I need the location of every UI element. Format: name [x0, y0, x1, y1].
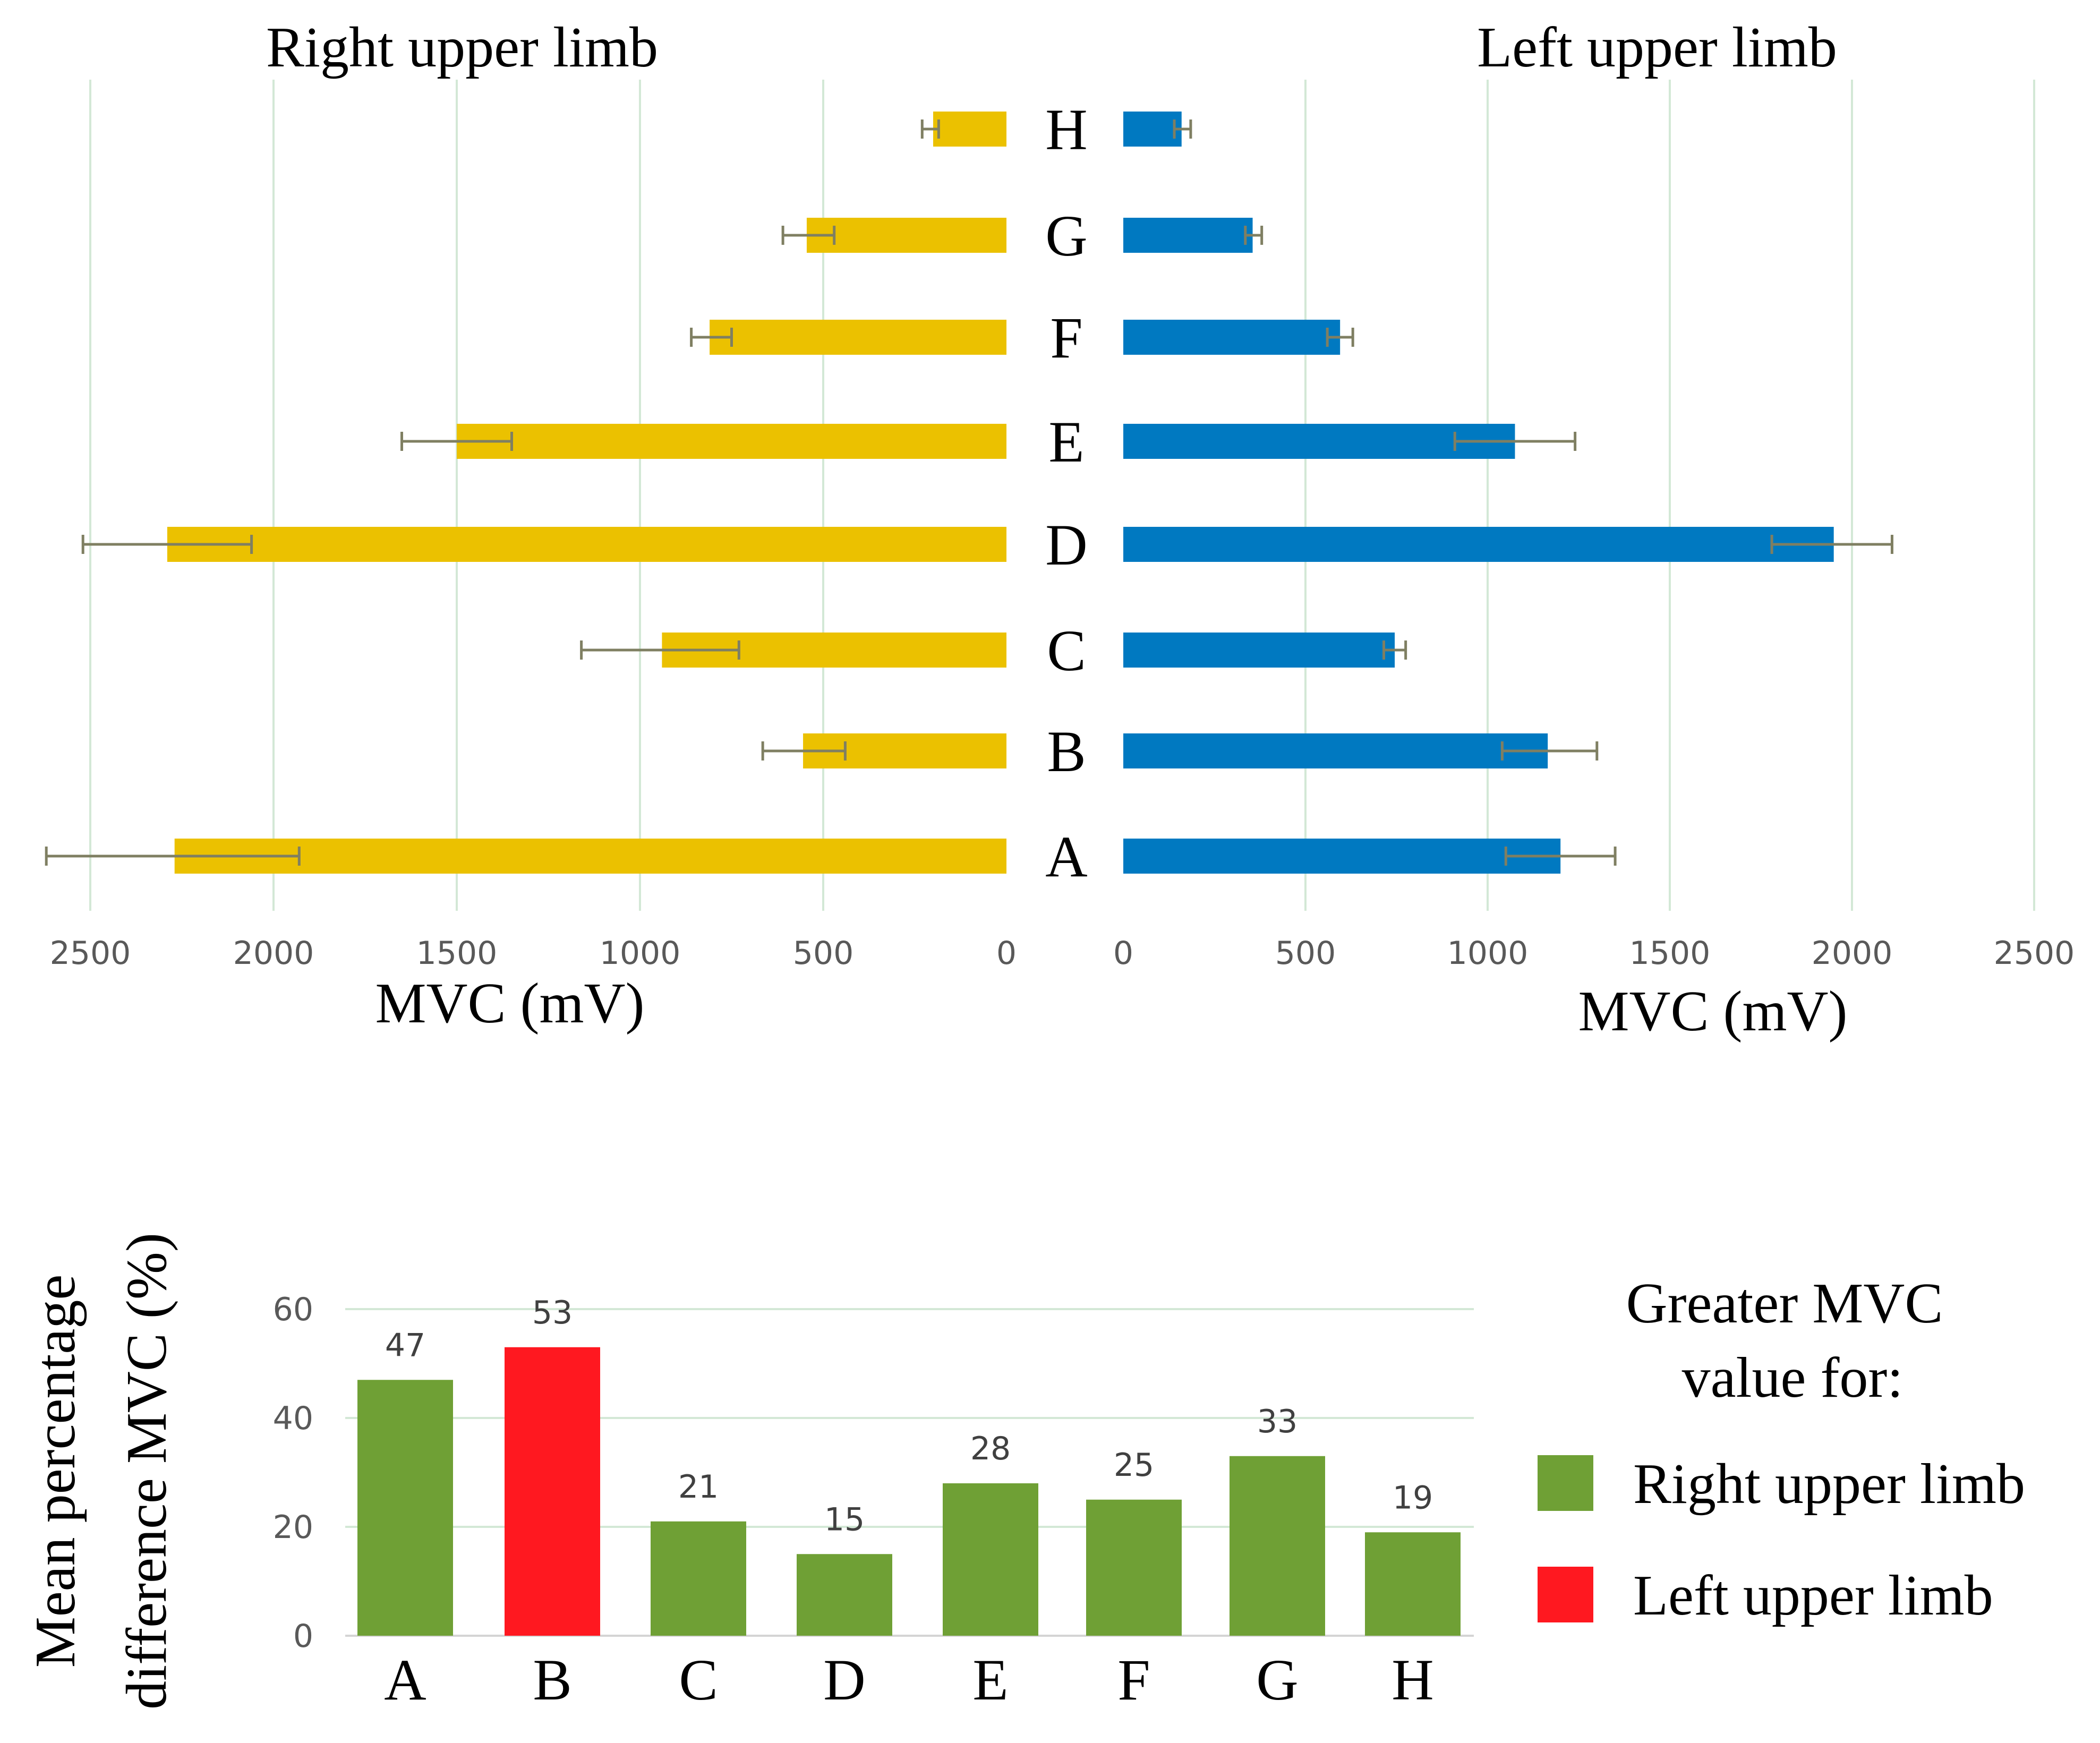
- left-bar-A: [1123, 839, 1561, 874]
- left-bar-E: [1123, 424, 1515, 459]
- right-x-axis-label: MVC (mV): [375, 972, 645, 1035]
- diff-category-label-A: A: [384, 1647, 426, 1712]
- legend-title-line2: value for:: [1682, 1346, 1903, 1409]
- left-x-axis-label: MVC (mV): [1578, 980, 1848, 1043]
- category-label-E: E: [1048, 409, 1084, 474]
- diff-data-label-D: 15: [824, 1501, 865, 1538]
- right-bar-E: [457, 424, 1006, 459]
- left-tick-label-2500: 2500: [1994, 935, 2075, 972]
- left-bar-B: [1123, 733, 1548, 768]
- diff-category-label-D: D: [823, 1647, 865, 1712]
- diff-y-axis-label-line1: Mean percentage: [24, 1275, 87, 1668]
- legend-title-line1: Greater MVC: [1626, 1272, 1943, 1335]
- percentage-difference-panel: 0 20 40 60 47 A 53 B 21 C 15 D 28 E 25 F 33 G 19 H Mean perc…: [24, 1233, 1474, 1712]
- diff-bar-B: [505, 1347, 600, 1636]
- diff-data-label-G: 33: [1257, 1403, 1297, 1440]
- right-tick-label-2000: 2000: [233, 935, 314, 972]
- category-label-D: D: [1045, 512, 1087, 577]
- diff-data-label-E: 28: [970, 1430, 1011, 1467]
- diff-tick-label-60: 60: [273, 1291, 313, 1328]
- diff-bar-C: [651, 1521, 746, 1636]
- left-bar-C: [1123, 633, 1395, 668]
- diff-bar-A: [357, 1380, 453, 1636]
- right-tick-label-2500: 2500: [50, 935, 131, 972]
- diff-tick-label-40: 40: [273, 1400, 313, 1437]
- left-tick-label-1500: 1500: [1629, 935, 1711, 972]
- category-label-H: H: [1045, 97, 1087, 162]
- diff-y-axis-label-line2: difference MVC (%): [115, 1233, 178, 1710]
- right-limb-panel: 2500 2000 1500 1000 500 0 Right upper limb MVC …: [45, 16, 1017, 1035]
- left-bar-H: [1123, 112, 1182, 147]
- left-limb-panel: 0 500 1000 1500 2000 2500 Left upper limb MVC (…: [1113, 16, 2075, 1043]
- legend-swatch-left-upper-limb: [1538, 1567, 1593, 1622]
- diff-category-label-H: H: [1392, 1647, 1433, 1712]
- right-tick-label-1500: 1500: [416, 935, 498, 972]
- legend-swatch-right-upper-limb: [1538, 1455, 1593, 1511]
- right-bar-A: [174, 839, 1007, 874]
- right-bar-F: [710, 320, 1006, 355]
- diff-tick-label-20: 20: [273, 1509, 313, 1546]
- left-tick-label-2000: 2000: [1812, 935, 1893, 972]
- right-bar-G: [806, 218, 1006, 253]
- diff-data-label-A: 47: [385, 1327, 425, 1364]
- left-tick-label-500: 500: [1275, 935, 1336, 972]
- diff-category-label-E: E: [972, 1647, 1008, 1712]
- diff-bar-E: [943, 1483, 1038, 1636]
- left-tick-label-1000: 1000: [1447, 935, 1529, 972]
- diff-category-label-F: F: [1117, 1647, 1150, 1712]
- left-bar-F: [1123, 320, 1341, 355]
- legend-label-right-upper-limb: Right upper limb: [1633, 1452, 2025, 1516]
- right-bar-H: [933, 112, 1006, 147]
- legend: Greater MVC value for: Right upper limb Lef…: [1538, 1272, 2025, 1627]
- left-tick-label-0: 0: [1113, 935, 1133, 972]
- diff-category-label-G: G: [1256, 1647, 1298, 1712]
- left-panel-title: Left upper limb: [1477, 16, 1837, 79]
- legend-label-left-upper-limb: Left upper limb: [1633, 1564, 1993, 1627]
- diff-tick-label-0: 0: [293, 1618, 313, 1655]
- category-label-A: A: [1045, 824, 1087, 889]
- right-bar-D: [167, 527, 1006, 562]
- diff-data-label-H: 19: [1393, 1479, 1433, 1516]
- diff-category-label-C: C: [679, 1647, 718, 1712]
- right-tick-label-500: 500: [793, 935, 854, 972]
- diff-data-label-C: 21: [678, 1468, 719, 1506]
- diff-bar-G: [1230, 1456, 1325, 1636]
- right-tick-label-1000: 1000: [600, 935, 681, 972]
- diff-category-label-B: B: [533, 1647, 571, 1712]
- diff-data-label-B: 53: [532, 1294, 573, 1331]
- category-label-C: C: [1047, 618, 1086, 683]
- category-label-F: F: [1050, 305, 1082, 370]
- diff-bar-H: [1365, 1532, 1461, 1636]
- left-bar-G: [1123, 218, 1253, 253]
- diff-bar-D: [797, 1554, 892, 1636]
- diff-data-label-F: 25: [1114, 1447, 1154, 1484]
- diff-bar-F: [1086, 1499, 1182, 1636]
- category-label-B: B: [1047, 719, 1086, 784]
- category-label-G: G: [1045, 203, 1087, 268]
- right-panel-title: Right upper limb: [266, 16, 658, 79]
- left-bar-D: [1123, 527, 1834, 562]
- right-tick-label-0: 0: [996, 935, 1017, 972]
